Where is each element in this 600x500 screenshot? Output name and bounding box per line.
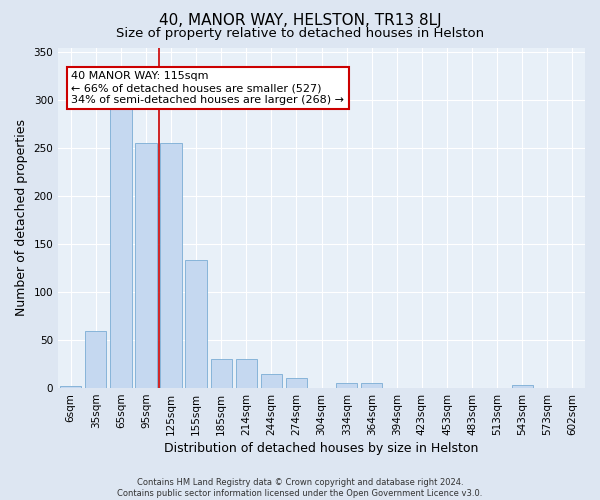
Bar: [261, 374, 282, 388]
Bar: [361, 384, 382, 388]
Bar: [185, 260, 207, 388]
Text: 40 MANOR WAY: 115sqm
← 66% of detached houses are smaller (527)
34% of semi-deta: 40 MANOR WAY: 115sqm ← 66% of detached h…: [71, 72, 344, 104]
Bar: [236, 360, 257, 388]
Bar: [512, 385, 533, 388]
Y-axis label: Number of detached properties: Number of detached properties: [15, 120, 28, 316]
X-axis label: Distribution of detached houses by size in Helston: Distribution of detached houses by size …: [164, 442, 479, 455]
Bar: [136, 144, 157, 388]
Bar: [60, 386, 82, 388]
Text: 40, MANOR WAY, HELSTON, TR13 8LJ: 40, MANOR WAY, HELSTON, TR13 8LJ: [158, 12, 442, 28]
Bar: [85, 330, 106, 388]
Text: Size of property relative to detached houses in Helston: Size of property relative to detached ho…: [116, 28, 484, 40]
Text: Contains HM Land Registry data © Crown copyright and database right 2024.
Contai: Contains HM Land Registry data © Crown c…: [118, 478, 482, 498]
Bar: [336, 384, 358, 388]
Bar: [211, 360, 232, 388]
Bar: [160, 144, 182, 388]
Bar: [286, 378, 307, 388]
Bar: [110, 108, 131, 388]
